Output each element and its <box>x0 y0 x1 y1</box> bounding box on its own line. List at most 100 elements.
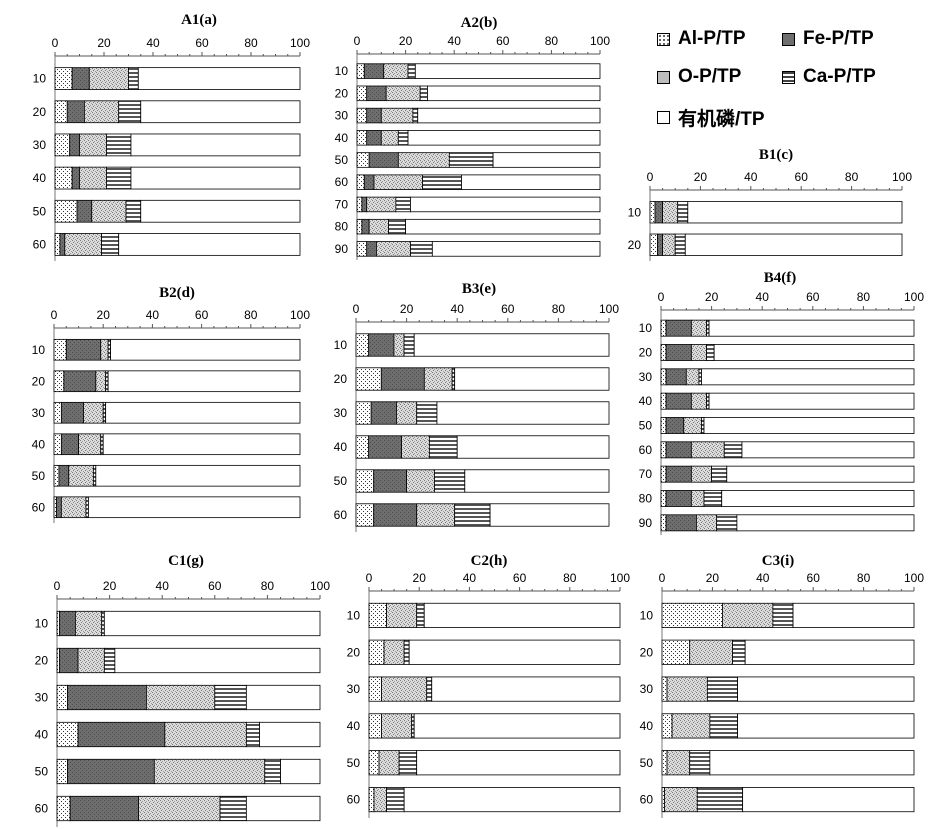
bar-segment-b4-org <box>726 465 915 483</box>
bar-segment-c3-al <box>661 713 673 739</box>
bar-segment-b3-ca <box>454 503 491 527</box>
bar-segment-b2-fe <box>63 370 97 393</box>
bar-segment-b3-al <box>355 435 370 459</box>
y-tick-label-c1: 30 <box>35 691 49 705</box>
y-tick-label-c3: 30 <box>640 682 654 696</box>
bar-segment-a1-al <box>54 133 71 157</box>
bar-segment-b4-o <box>685 368 700 386</box>
bar-segment-a2-ca <box>419 85 428 102</box>
bar-segment-b3-o <box>423 367 453 391</box>
bar-segment-a1-ca <box>106 166 132 190</box>
chart-title-b2: B2(d) <box>159 285 195 301</box>
bar-segment-a2-ca <box>410 241 433 257</box>
bar-segment-a2-fe <box>368 152 399 168</box>
bar-segment-b2-o <box>83 401 104 424</box>
x-tick-label-a2: 20 <box>399 34 413 48</box>
x-tick-label-b1: 60 <box>795 170 809 184</box>
x-tick-label-a1: 100 <box>290 36 310 50</box>
bar-segment-b1-fe <box>657 233 663 256</box>
x-tick-label-c1: 100 <box>310 579 330 593</box>
bar-segment-b4-fe <box>665 465 692 483</box>
bar-segment-b3-ca <box>403 333 415 357</box>
x-tick-label-a1: 0 <box>52 36 59 50</box>
bar-segment-a1-org <box>118 233 301 256</box>
legend-swatch-fe <box>782 32 795 46</box>
bar-segment-a2-ca <box>397 130 409 146</box>
bar-segment-a1-o <box>64 233 102 256</box>
bar-segment-b3-org <box>464 469 610 493</box>
bar-segment-b4-org <box>741 441 915 459</box>
legend-swatch-org <box>657 111 670 124</box>
bar-segment-a2-o <box>373 174 424 190</box>
bar-segment-a1-o <box>88 67 129 90</box>
bar-segment-b3-al <box>355 333 370 357</box>
bar-segment-b4-o <box>690 490 705 507</box>
bar-segment-b2-org <box>102 433 301 456</box>
bar-segment-b3-fe <box>368 333 395 357</box>
y-tick-label-a2: 90 <box>335 242 349 256</box>
x-tick-label-b1: 0 <box>647 170 654 184</box>
y-tick-label-c1: 20 <box>35 654 49 668</box>
bar-segment-b3-org <box>413 333 610 357</box>
x-tick-label-b2: 20 <box>97 308 111 322</box>
bar-segment-b3-fe <box>373 469 407 493</box>
y-tick-label-c1: 10 <box>35 617 49 631</box>
bar-segment-b3-o <box>406 469 435 493</box>
bar-segment-a2-fe <box>361 196 368 213</box>
y-tick-label-a2: 60 <box>335 175 349 189</box>
x-tick-label-b3: 20 <box>400 302 414 316</box>
bar-segment-a1-org <box>130 133 301 157</box>
bar-segment-b2-org <box>95 464 301 487</box>
bar-segment-c2-o <box>381 676 428 702</box>
bar-segment-c1-org <box>280 758 321 785</box>
x-tick-label-b3: 60 <box>501 302 515 316</box>
y-tick-label-c2: 60 <box>347 793 361 807</box>
bar-segment-b3-al <box>355 367 382 391</box>
bar-segment-b3-fe <box>370 401 397 425</box>
bar-segment-a1-al <box>54 100 68 124</box>
bar-segment-b4-al <box>660 319 667 337</box>
bar-segment-a1-ca <box>128 67 139 90</box>
x-tick-label-a1: 60 <box>195 36 209 50</box>
bar-segment-b3-org <box>436 401 610 425</box>
bar-segment-b1-fe <box>654 201 663 224</box>
bar-segment-c3-ca <box>709 713 739 739</box>
bar-segment-a2-org <box>405 218 601 235</box>
bar-segment-a2-al <box>356 107 368 124</box>
bar-segment-c3-ca <box>696 787 744 813</box>
bar-segment-b1-o <box>662 233 676 256</box>
bar-segment-b1-al <box>649 233 658 256</box>
bar-segment-a2-org <box>427 85 601 102</box>
bar-segment-a2-org <box>492 152 601 168</box>
bar-segment-b3-org <box>454 367 610 391</box>
chart-title-b1: B1(c) <box>759 147 793 163</box>
bar-segment-b4-fe <box>665 490 692 507</box>
bar-segment-c1-ca <box>214 684 247 711</box>
bar-segment-c2-org <box>431 676 621 702</box>
x-tick-label-c1: 20 <box>103 579 117 593</box>
y-tick-label-b2: 40 <box>32 437 46 451</box>
y-tick-label-b3: 10 <box>334 338 348 352</box>
bar-segment-c1-ca <box>103 647 116 674</box>
x-tick-label-a1: 40 <box>146 36 160 50</box>
legend-label-org: 有机磷/TP <box>678 109 765 130</box>
bar-segment-b3-org <box>489 503 610 527</box>
y-tick-label-a2: 40 <box>335 131 349 145</box>
y-tick-label-a2: 50 <box>335 153 349 167</box>
bar-segment-b4-fe <box>665 319 692 337</box>
bar-segment-b4-ca <box>711 465 728 483</box>
x-tick-label-c3: 80 <box>857 571 871 585</box>
bar-segment-c3-o <box>666 750 691 776</box>
y-tick-label-c1: 60 <box>35 802 49 816</box>
bar-segment-a2-fe <box>363 174 375 190</box>
bar-segment-a2-al <box>356 152 370 168</box>
bar-segment-a1-al <box>54 233 61 256</box>
chart-title-b3: B3(e) <box>462 281 496 297</box>
x-tick-label-a2: 100 <box>590 34 610 48</box>
x-tick-label-a2: 80 <box>545 34 559 48</box>
bar-segment-a2-fe <box>366 241 377 257</box>
bar-segment-b3-ca <box>428 435 458 459</box>
x-tick-label-c3: 40 <box>756 571 770 585</box>
bar-segment-c2-o <box>373 787 387 813</box>
chart-b4: B4(f) 0 20 40 60 80 100 10 20 30 40 50 60 70 80 90 <box>639 270 924 535</box>
